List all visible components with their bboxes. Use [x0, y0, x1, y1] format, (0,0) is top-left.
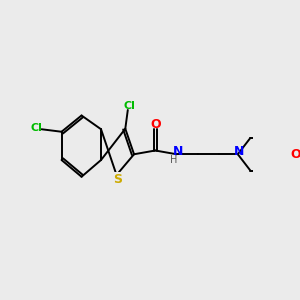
Text: Cl: Cl — [30, 123, 42, 133]
Text: S: S — [113, 173, 122, 186]
Text: N: N — [234, 145, 244, 158]
Text: O: O — [150, 118, 160, 131]
Text: Cl: Cl — [123, 101, 135, 111]
Text: O: O — [291, 148, 300, 161]
Text: N: N — [173, 145, 184, 158]
Text: H: H — [170, 155, 178, 165]
